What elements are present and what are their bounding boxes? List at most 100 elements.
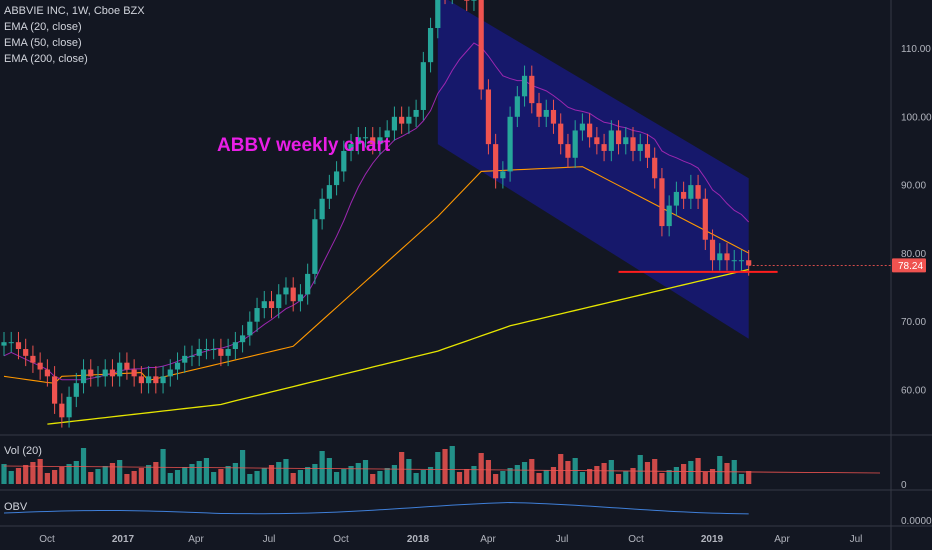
candle-body bbox=[239, 335, 246, 343]
volume-bar bbox=[565, 461, 571, 484]
volume-bar bbox=[442, 449, 448, 484]
candle-body bbox=[558, 123, 564, 145]
candle-body bbox=[146, 376, 152, 384]
time-tick-label: Oct bbox=[39, 534, 55, 545]
volume-bar bbox=[644, 462, 651, 484]
volume-bar bbox=[348, 466, 354, 484]
volume-bar bbox=[688, 461, 694, 484]
chart-annotation: ABBV weekly chart bbox=[217, 135, 391, 156]
volume-ma-line bbox=[3, 465, 881, 474]
volume-bar bbox=[377, 471, 383, 484]
candle-body bbox=[637, 144, 643, 151]
candle-body bbox=[160, 376, 166, 384]
candle-body bbox=[218, 349, 224, 356]
candle-body bbox=[182, 355, 188, 363]
ema-200-line bbox=[47, 268, 749, 425]
candle-body bbox=[88, 369, 94, 377]
candle-body bbox=[247, 321, 253, 336]
candle-body bbox=[225, 349, 231, 356]
volume-bar bbox=[268, 465, 275, 484]
candle-body bbox=[283, 287, 289, 295]
time-tick-label: Jul bbox=[263, 534, 276, 545]
candle-body bbox=[348, 144, 354, 151]
candle-body bbox=[203, 349, 210, 351]
candle-body bbox=[109, 369, 116, 377]
volume-bar bbox=[225, 466, 231, 484]
volume-bar bbox=[109, 463, 116, 484]
volume-bar bbox=[290, 473, 296, 484]
volume-bar bbox=[550, 467, 557, 484]
candle-body bbox=[319, 198, 325, 220]
candle-body bbox=[471, 0, 477, 1]
volume-pane-label[interactable]: Vol (20) bbox=[4, 445, 42, 457]
candle-body bbox=[167, 369, 173, 377]
chart-symbol-title[interactable]: ABBVIE INC, 1W, Cboe BZX bbox=[4, 5, 145, 17]
volume-bar bbox=[131, 471, 137, 484]
candle-body bbox=[211, 349, 217, 351]
candle-body bbox=[131, 369, 137, 377]
obv-line bbox=[3, 502, 749, 515]
volume-bar bbox=[587, 469, 593, 484]
candle-body bbox=[341, 150, 347, 172]
legend-ema-20[interactable]: EMA (20, close) bbox=[4, 21, 82, 33]
volume-bar bbox=[536, 473, 542, 484]
candle-body bbox=[536, 103, 542, 117]
time-tick-label: Jul bbox=[556, 534, 569, 545]
time-tick-label: Jul bbox=[850, 534, 863, 545]
volume-bar bbox=[615, 474, 622, 484]
candle-body bbox=[652, 157, 658, 179]
volume-bar bbox=[146, 465, 152, 484]
last-price-label: 78.24 bbox=[898, 261, 923, 272]
price-tick-label: 80.00 bbox=[901, 249, 926, 260]
volume-bar bbox=[8, 471, 14, 484]
obv-pane-label[interactable]: OBV bbox=[4, 501, 28, 513]
candle-body bbox=[117, 362, 123, 377]
legend-ema-50[interactable]: EMA (50, close) bbox=[4, 37, 82, 49]
volume-bar bbox=[160, 449, 166, 484]
candle-body bbox=[601, 144, 607, 151]
candle-body bbox=[44, 369, 50, 377]
candle-body bbox=[579, 123, 585, 131]
volume-bar bbox=[319, 451, 325, 484]
candle-body bbox=[276, 294, 282, 309]
volume-bar bbox=[37, 459, 43, 484]
volume-bar bbox=[521, 462, 528, 484]
volume-bar bbox=[138, 468, 144, 484]
candle-body bbox=[594, 137, 600, 145]
candle-body bbox=[485, 89, 492, 145]
candle-body bbox=[391, 116, 398, 131]
volume-bar bbox=[420, 470, 426, 484]
volume-bar bbox=[283, 459, 289, 484]
volume-bar bbox=[102, 466, 108, 484]
candle-body bbox=[196, 349, 202, 356]
volume-bar bbox=[261, 468, 267, 484]
volume-bar bbox=[709, 469, 716, 484]
candle-body bbox=[630, 137, 636, 151]
price-tick-label: 110.00 bbox=[901, 44, 931, 55]
candle-body bbox=[30, 355, 36, 363]
volume-bar bbox=[196, 461, 202, 484]
candle-body bbox=[702, 198, 708, 240]
volume-bar bbox=[182, 467, 188, 484]
legend-ema-200[interactable]: EMA (200, close) bbox=[4, 53, 88, 65]
volume-bar bbox=[124, 474, 130, 484]
volume-bar bbox=[406, 459, 412, 484]
volume-bar bbox=[341, 469, 347, 484]
candle-body bbox=[362, 137, 369, 139]
volume-bar bbox=[529, 459, 535, 484]
time-tick-label: 2018 bbox=[407, 534, 430, 545]
volume-bar bbox=[189, 464, 195, 484]
candle-body bbox=[681, 191, 687, 199]
volume-bar bbox=[59, 467, 65, 484]
candle-body bbox=[8, 342, 14, 344]
candle-body bbox=[23, 349, 29, 356]
candle-body bbox=[615, 130, 622, 145]
volume-bar bbox=[456, 472, 463, 484]
candle-body bbox=[73, 383, 79, 397]
volume-bar bbox=[507, 468, 513, 484]
volume-bar bbox=[326, 458, 332, 484]
candle-body bbox=[370, 137, 376, 145]
volume-bar bbox=[153, 462, 159, 484]
